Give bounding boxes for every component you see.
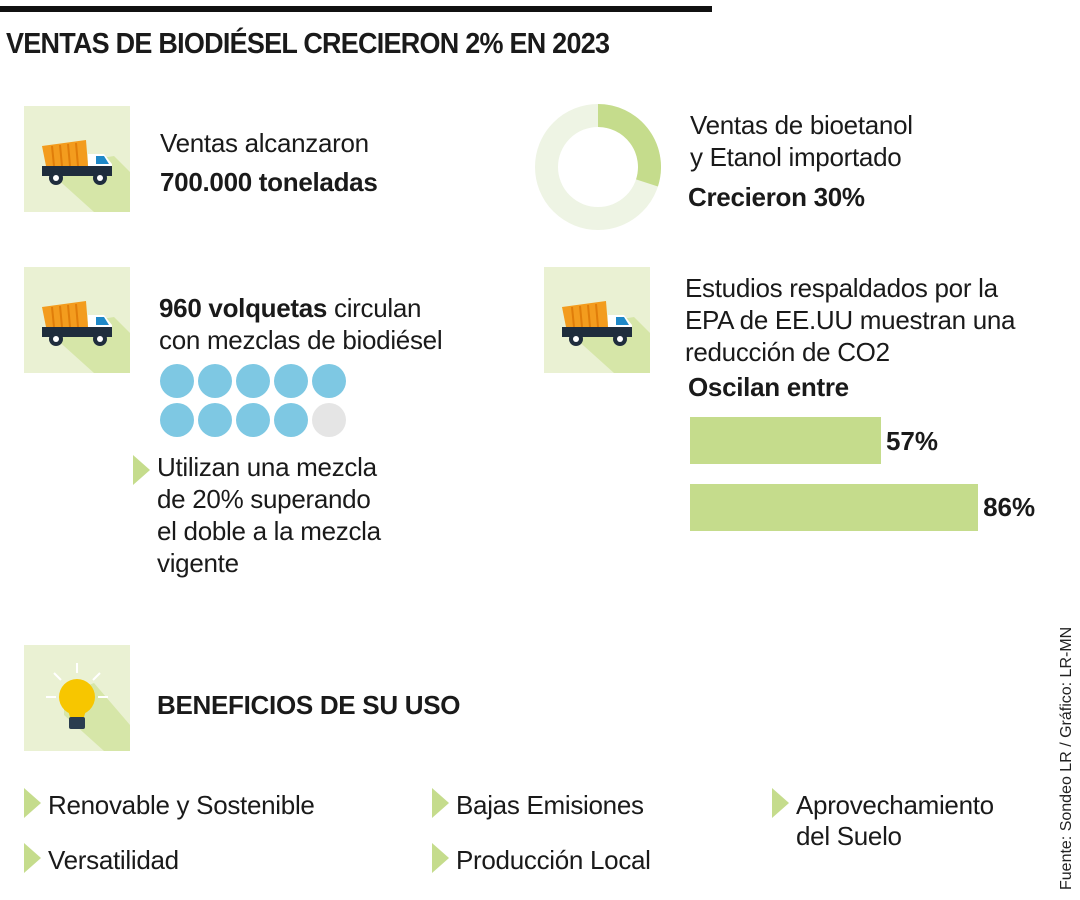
benefit-aprovechamiento: Aprovechamiento — [796, 790, 994, 820]
top-rule — [0, 6, 712, 12]
mix-line3: el doble a la mezcla — [157, 516, 381, 546]
source-credit: Fuente: Sondeo LR / Gráfico: LR-MN — [1058, 626, 1075, 890]
bar-label-86: 86% — [983, 492, 1036, 522]
sales-label: Ventas alcanzaron — [160, 128, 369, 158]
bioethanol-growth: Crecieron 30% — [688, 182, 865, 212]
mix-line4: vigente — [157, 548, 239, 578]
mix-line1: Utilizan una mezcla — [157, 452, 377, 482]
donut-chart — [535, 104, 661, 230]
donut-segment-30 — [597, 104, 661, 187]
lightbulb-icon — [24, 645, 130, 751]
benefits-title: BENEFICIOS DE SU USO — [157, 690, 461, 720]
dot-filled — [160, 364, 194, 398]
bullet-arrow-icon — [432, 788, 449, 818]
bar-57 — [690, 417, 881, 464]
epa-subtitle: Oscilan entre — [688, 372, 849, 402]
bullet-arrow-icon — [133, 455, 150, 485]
dot-filled — [198, 364, 232, 398]
truck-icon — [544, 267, 650, 373]
trucks-line1: 960 volquetas circulan — [159, 292, 422, 324]
trucks-line2: con mezclas de biodiésel — [159, 325, 443, 355]
truck-icon — [24, 106, 130, 212]
benefit-produccion: Producción Local — [456, 845, 651, 875]
mix-line2: de 20% superando — [157, 484, 371, 514]
trucks-rest: circulan — [327, 293, 422, 323]
bullet-arrow-icon — [772, 788, 789, 818]
bioethanol-line2: y Etanol importado — [690, 142, 902, 172]
dot-filled — [274, 403, 308, 437]
epa-line2: EPA de EE.UU muestran una — [685, 305, 1016, 335]
benefit-versatilidad: Versatilidad — [48, 845, 179, 875]
benefit-suelo: del Suelo — [796, 821, 902, 851]
bullet-arrow-icon — [24, 788, 41, 818]
bar-86 — [690, 484, 979, 531]
epa-line3: reducción de CO2 — [685, 337, 890, 367]
bullet-arrow-icon — [24, 843, 41, 873]
trucks-count: 960 volquetas — [159, 293, 328, 323]
page-title: VENTAS DE BIODIÉSEL CRECIERON 2% EN 2023 — [6, 28, 610, 60]
epa-line1: Estudios respaldados por la — [685, 273, 998, 303]
bullet-arrow-icon — [432, 843, 449, 873]
bar-label-57: 57% — [885, 426, 938, 456]
benefit-emisiones: Bajas Emisiones — [456, 790, 644, 820]
dot-filled — [160, 403, 194, 437]
dot-filled — [236, 364, 270, 398]
truck-icon — [24, 267, 130, 373]
sales-value: 700.000 toneladas — [160, 167, 378, 197]
dot-filled — [198, 403, 232, 437]
bioethanol-line1: Ventas de bioetanol — [690, 110, 913, 140]
dot-filled — [312, 364, 346, 398]
dot-empty — [312, 403, 346, 437]
dot-filled — [236, 403, 270, 437]
benefit-renovable: Renovable y Sostenible — [48, 790, 315, 820]
dot-filled — [274, 364, 308, 398]
